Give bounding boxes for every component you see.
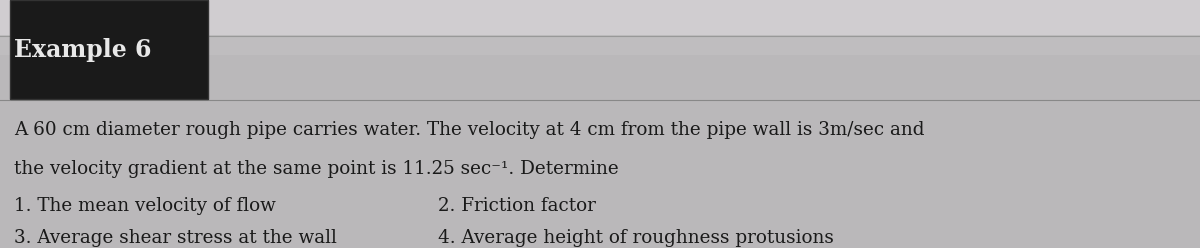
Text: the velocity gradient at the same point is 11.25 sec⁻¹. Determine: the velocity gradient at the same point …	[14, 160, 619, 178]
Text: 3. Average shear stress at the wall: 3. Average shear stress at the wall	[14, 229, 337, 247]
Text: 2. Friction factor: 2. Friction factor	[438, 197, 596, 215]
Text: 1. The mean velocity of flow: 1. The mean velocity of flow	[14, 197, 276, 215]
FancyBboxPatch shape	[10, 0, 208, 99]
Text: Example 6: Example 6	[14, 38, 152, 62]
FancyBboxPatch shape	[0, 0, 1200, 35]
Text: 4. Average height of roughness protusions: 4. Average height of roughness protusion…	[438, 229, 834, 247]
Text: A 60 cm diameter rough pipe carries water. The velocity at 4 cm from the pipe wa: A 60 cm diameter rough pipe carries wate…	[14, 121, 925, 139]
